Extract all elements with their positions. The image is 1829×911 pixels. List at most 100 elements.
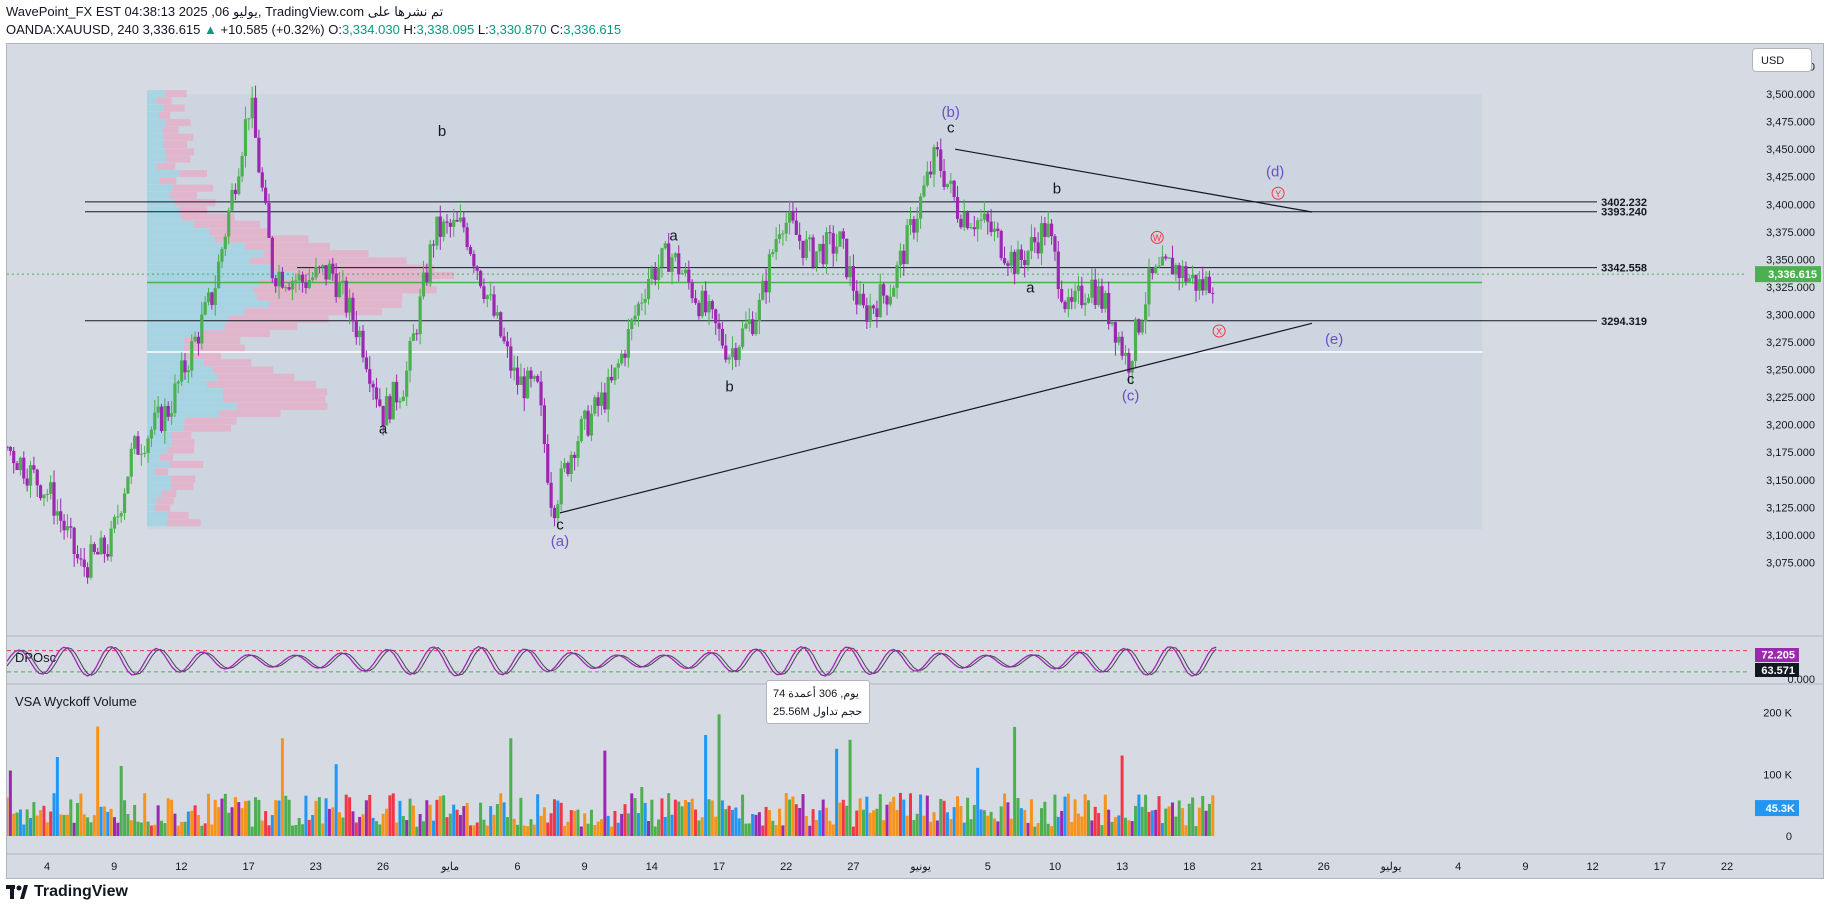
volume-bar (203, 823, 207, 836)
volume-bar (727, 805, 731, 836)
candle-body (159, 406, 164, 432)
candle-body (92, 544, 96, 552)
chart-canvas[interactable]: 3402.2323393.2403342.5583294.319abc(a)ab… (7, 44, 1823, 878)
volume-profile-bar (155, 504, 171, 512)
candle-body (472, 253, 476, 267)
volume-bar (381, 813, 385, 836)
volume-profile-bar (147, 119, 166, 127)
volume-profile-bar (147, 221, 195, 229)
volume-bar (42, 805, 46, 836)
candle-body (12, 450, 16, 464)
candle-body (1174, 265, 1178, 275)
candle-body (243, 119, 248, 157)
volume-bar (1127, 820, 1131, 836)
volume-profile-bar (147, 170, 180, 178)
oscillator-line (7, 645, 1217, 677)
volume-bar (1073, 799, 1077, 836)
candle-body (28, 465, 33, 486)
volume-bar (724, 809, 728, 836)
candle-body (139, 453, 143, 455)
candle-body (512, 367, 516, 371)
volume-profile-bar (214, 235, 309, 243)
volume-bar (559, 802, 563, 836)
volume-profile-bar (147, 104, 165, 112)
volume-bar (29, 817, 33, 836)
candle-body (381, 405, 385, 426)
candle-body (515, 367, 520, 385)
volume-profile-bar (147, 402, 237, 410)
volume-bar (1117, 815, 1121, 836)
candle-body (337, 281, 342, 298)
volume-bar (576, 809, 580, 836)
volume-bar (1207, 803, 1211, 836)
volume-bar (287, 799, 291, 836)
candle-body (203, 302, 207, 315)
volume-bar (502, 802, 506, 836)
volume-bar (865, 796, 869, 836)
wave-label: c (556, 516, 564, 533)
candle-body (771, 252, 775, 255)
up-arrow-icon: ▲ (204, 22, 217, 37)
volume-bar (925, 795, 929, 836)
volume-bar (89, 822, 93, 836)
close-label: C: (550, 22, 564, 37)
brand-name: TradingView (34, 883, 128, 900)
candle-body (787, 211, 792, 223)
volume-bar (630, 793, 634, 836)
candle-body (462, 217, 466, 228)
candle-body (75, 554, 80, 559)
volume-bar (697, 820, 701, 836)
volume-bar (348, 797, 352, 836)
candle-body (274, 278, 278, 287)
candle-body (962, 212, 966, 228)
volume-bar (277, 800, 281, 836)
volume-bar (327, 808, 331, 836)
symbol-name[interactable]: OANDA:XAUUSD, 240 (6, 22, 139, 37)
volume-profile-bar (155, 468, 169, 476)
volume-bar (895, 809, 899, 836)
volume-bar (1019, 808, 1023, 836)
candle-body (213, 288, 217, 305)
candle-body (905, 224, 909, 265)
candle-body (284, 287, 288, 289)
volume-bar (123, 800, 127, 836)
candle-body (112, 516, 117, 529)
volume-bar (714, 816, 718, 836)
candle-body (502, 336, 506, 342)
volume-profile-bar (147, 482, 172, 490)
candle-body (915, 218, 919, 233)
candle-body (428, 244, 432, 282)
volume-profile-bar (184, 417, 237, 425)
volume-bar (1154, 809, 1158, 836)
candle-body (8, 446, 12, 451)
candle-body (223, 236, 227, 250)
currency-button[interactable]: USD (1752, 48, 1812, 72)
candle-body (482, 286, 486, 299)
x-axis-tick-label: 4 (1455, 861, 1461, 873)
candle-body (106, 553, 110, 557)
candle-body (882, 284, 886, 296)
candle-body (546, 444, 550, 483)
volume-bar (781, 825, 785, 836)
volume-bar (673, 799, 677, 836)
volume-bar (331, 807, 335, 836)
candle-body (45, 493, 49, 495)
tradingview-logo[interactable]: TradingView (6, 883, 128, 901)
candle-body (835, 246, 839, 254)
volume-bar (160, 820, 164, 836)
x-axis-tick-label: 22 (1721, 861, 1733, 873)
candle-body (680, 273, 684, 275)
volume-bar (354, 822, 358, 836)
tradingview-mark-icon (6, 885, 28, 899)
volume-bar (301, 824, 305, 836)
chart-frame[interactable]: 3402.232 3393.240 3342.558 3294.319 a b c (a) a b… (6, 43, 1824, 879)
volume-bar (586, 823, 590, 836)
volume-profile-bar (228, 315, 329, 323)
candle-body (764, 280, 768, 293)
candle-body (69, 526, 73, 528)
volume-tick-label: 200 K (1763, 708, 1792, 720)
candle-body (1016, 249, 1020, 274)
candle-body (549, 482, 553, 508)
candle-body (519, 376, 523, 385)
candle-body (999, 230, 1003, 259)
